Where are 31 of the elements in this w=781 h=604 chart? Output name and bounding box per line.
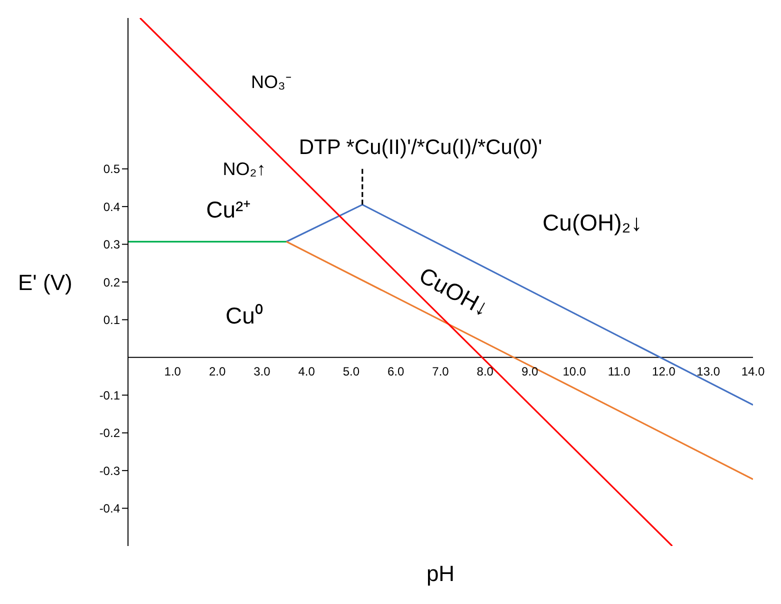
x-tick-label: 9.0 [521, 364, 538, 378]
x-axis-title: pH [426, 561, 455, 586]
annotation: NO₃⁻ [250, 72, 292, 92]
y-tick-label: 0.4 [103, 200, 120, 214]
x-tick-label: 8.0 [476, 364, 494, 378]
annotation: Cu²⁺ [206, 196, 252, 223]
y-tick-label: -0.1 [99, 388, 120, 402]
x-tick-label: 7.0 [432, 364, 450, 378]
annotation: Cu⁰ [226, 302, 263, 328]
text: DTP *Cu(II)'/*Cu(I)/*Cu(0)' [298, 136, 544, 160]
x-tick-label: 11.0 [608, 364, 631, 378]
x-tick-label: 4.0 [298, 364, 316, 378]
annotation: NO₂↑ [222, 159, 266, 179]
x-tick-label: 1.0 [164, 364, 182, 378]
y-tick-label: -0.4 [99, 502, 120, 516]
x-tick-label: 3.0 [254, 364, 271, 378]
x-tick-label: 10.0 [562, 364, 586, 378]
annotation: Cu(OH)₂↓ [542, 210, 642, 236]
x-tick-label: 2.0 [208, 364, 226, 378]
y-tick-label: 0.1 [103, 312, 120, 327]
y-tick-label: 0.3 [103, 238, 120, 252]
x-tick-label: 5.0 [342, 364, 360, 378]
y-tick-label: -0.3 [99, 464, 120, 478]
y-axis-title: E' (V) [18, 270, 72, 295]
x-tick-label: 6.0 [388, 364, 405, 378]
y-tick-label: 0.2 [103, 275, 120, 290]
x-tick-label: 13.0 [696, 364, 720, 378]
x-tick-label: 14.0 [741, 364, 765, 378]
y-tick-label: -0.2 [99, 426, 120, 440]
y-tick-label: 0.5 [103, 162, 120, 176]
x-tick-label: 12.0 [652, 364, 676, 378]
